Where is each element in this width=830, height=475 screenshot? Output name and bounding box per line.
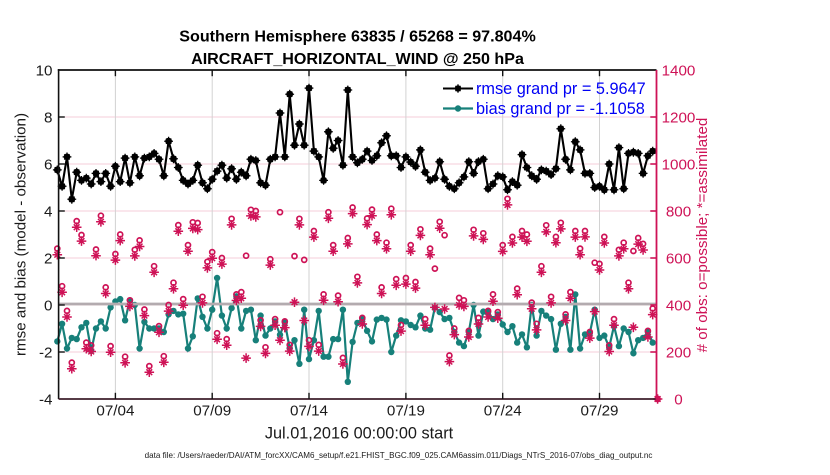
svg-text:Jul.01,2016 00:00:00 start: Jul.01,2016 00:00:00 start xyxy=(265,425,454,443)
svg-text:07/24: 07/24 xyxy=(484,403,522,420)
svg-text:rmse grand pr = 5.9647: rmse grand pr = 5.9647 xyxy=(476,80,646,98)
svg-text:# of obs: o=possible; *=assimi: # of obs: o=possible; *=assimilated xyxy=(694,118,711,353)
svg-text:1000: 1000 xyxy=(662,156,696,173)
svg-text:rmse and bias (model - observa: rmse and bias (model - observation) xyxy=(13,113,30,356)
svg-text:8: 8 xyxy=(44,109,52,126)
svg-text:-4: -4 xyxy=(39,391,53,408)
svg-text:200: 200 xyxy=(666,344,691,361)
svg-text:10: 10 xyxy=(36,62,53,79)
svg-text:07/04: 07/04 xyxy=(96,403,134,420)
svg-text:1400: 1400 xyxy=(662,62,696,79)
svg-text:1200: 1200 xyxy=(662,109,696,126)
svg-text:0: 0 xyxy=(674,391,682,408)
svg-text:bias grand pr = -1.1058: bias grand pr = -1.1058 xyxy=(476,100,645,118)
svg-text:07/19: 07/19 xyxy=(387,403,425,420)
svg-text:07/29: 07/29 xyxy=(580,403,618,420)
svg-text:400: 400 xyxy=(666,297,691,314)
svg-text:2: 2 xyxy=(44,250,52,267)
svg-text:07/14: 07/14 xyxy=(290,403,328,420)
svg-text:6: 6 xyxy=(44,156,52,173)
svg-text:AIRCRAFT_HORIZONTAL_WIND @ 250: AIRCRAFT_HORIZONTAL_WIND @ 250 hPa xyxy=(191,50,525,68)
svg-text:-2: -2 xyxy=(39,344,53,361)
svg-text:data file: /Users/raeder/DAI/A: data file: /Users/raeder/DAI/ATM_forcXX/… xyxy=(145,451,653,460)
svg-text:600: 600 xyxy=(666,250,691,267)
svg-text:07/09: 07/09 xyxy=(193,403,231,420)
svg-text:0: 0 xyxy=(44,297,52,314)
svg-text:4: 4 xyxy=(44,203,52,220)
svg-text:800: 800 xyxy=(666,203,691,220)
svg-text:Southern Hemisphere 63835 / 65: Southern Hemisphere 63835 / 65268 = 97.8… xyxy=(179,28,536,46)
